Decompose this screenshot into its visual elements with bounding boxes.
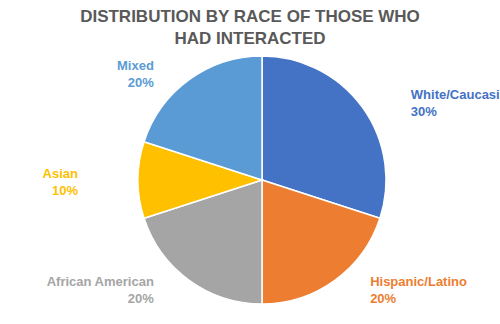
value-label: 20% [128, 291, 154, 306]
pie-slice [144, 56, 262, 180]
value-label: 20% [370, 291, 396, 306]
category-label: White/Caucasian [411, 87, 500, 102]
value-label: 20% [128, 75, 154, 90]
category-label: African American [47, 274, 154, 289]
category-label: Hispanic/Latino [370, 274, 467, 289]
value-label: 30% [411, 104, 437, 119]
slices [138, 56, 386, 304]
category-label: Mixed [117, 58, 154, 73]
value-label: 10% [52, 183, 78, 198]
data-labels: White/Caucasian 30% Hispanic/Latino 20% Afri… [43, 58, 500, 307]
pie-slice [262, 180, 380, 304]
chart-area: White/Caucasian 30% Hispanic/Latino 20% Afri… [0, 0, 500, 324]
chart-title: DISTRIBUTION BY RACE OF THOSE WHO HAD IN… [80, 6, 420, 50]
category-label: Asian [43, 166, 78, 181]
